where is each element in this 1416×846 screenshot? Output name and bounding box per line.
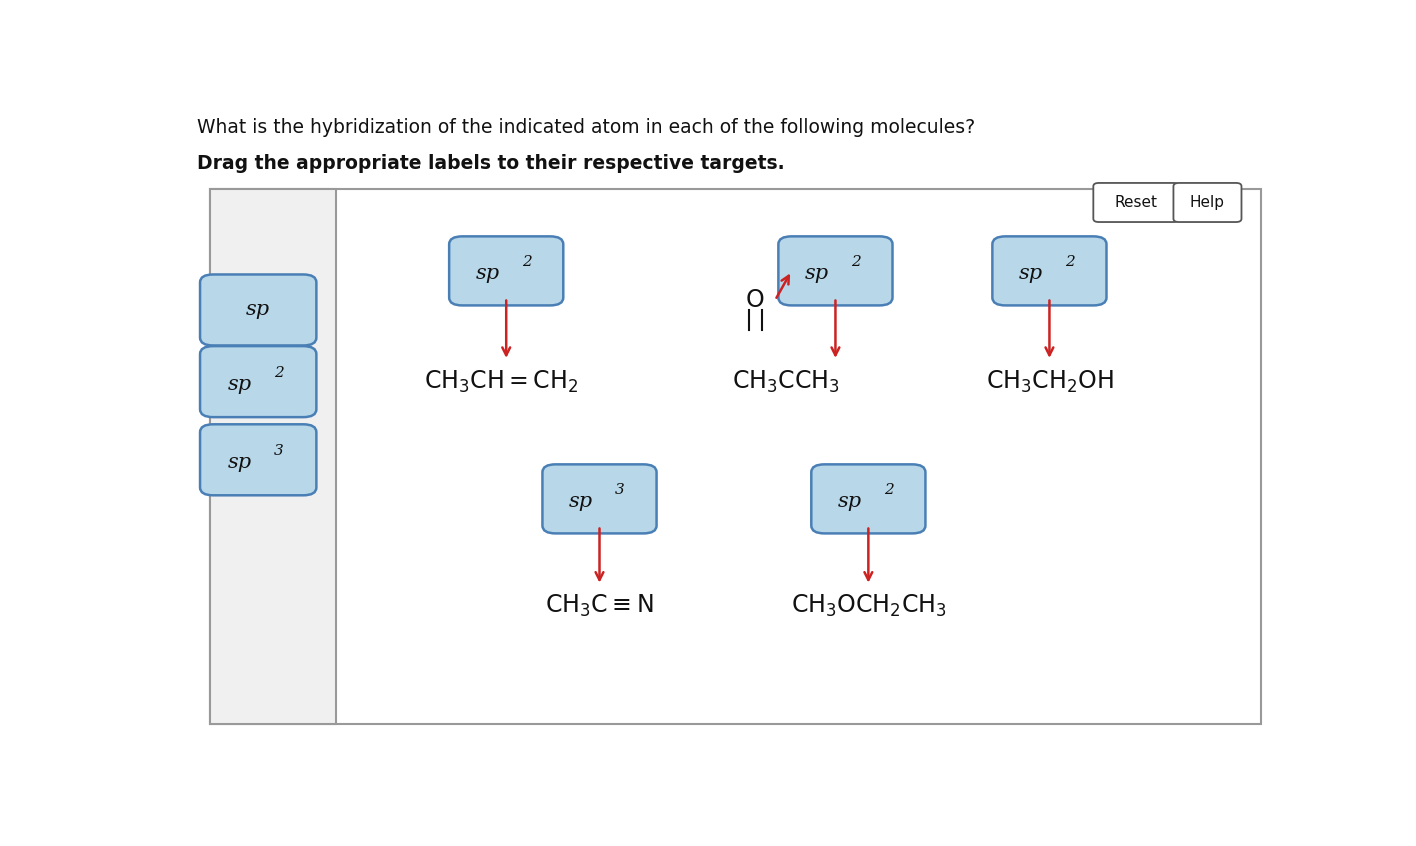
Text: 2: 2: [1065, 255, 1075, 269]
Text: 2: 2: [884, 483, 893, 497]
FancyBboxPatch shape: [210, 190, 336, 723]
Text: CH$_3$CH$=$CH$_2$: CH$_3$CH$=$CH$_2$: [423, 369, 578, 395]
FancyBboxPatch shape: [542, 464, 657, 534]
FancyBboxPatch shape: [210, 190, 1262, 723]
FancyBboxPatch shape: [200, 274, 316, 345]
FancyBboxPatch shape: [200, 346, 316, 417]
FancyBboxPatch shape: [811, 464, 926, 534]
Text: sp: sp: [228, 453, 252, 472]
FancyBboxPatch shape: [200, 425, 316, 495]
Text: What is the hybridization of the indicated atom in each of the following molecul: What is the hybridization of the indicat…: [197, 118, 974, 137]
Text: sp: sp: [1018, 264, 1042, 283]
Text: sp: sp: [569, 492, 593, 511]
Text: sp: sp: [228, 375, 252, 393]
Text: sp: sp: [476, 264, 500, 283]
Text: 2: 2: [851, 255, 861, 269]
Text: Reset: Reset: [1114, 195, 1158, 210]
Text: sp: sp: [838, 492, 862, 511]
Text: CH$_3$C$\equiv$N: CH$_3$C$\equiv$N: [545, 593, 654, 619]
Text: Drag the appropriate labels to their respective targets.: Drag the appropriate labels to their res…: [197, 154, 784, 173]
FancyBboxPatch shape: [1093, 183, 1180, 222]
Text: 3: 3: [615, 483, 624, 497]
Text: CH$_3$CH$_2$OH: CH$_3$CH$_2$OH: [986, 369, 1113, 395]
Text: sp: sp: [804, 264, 828, 283]
FancyBboxPatch shape: [449, 236, 564, 305]
Text: 2: 2: [273, 365, 283, 380]
FancyBboxPatch shape: [993, 236, 1106, 305]
Text: CH$_3$CCH$_3$: CH$_3$CCH$_3$: [732, 369, 840, 395]
Text: O: O: [746, 288, 765, 312]
Text: 3: 3: [273, 443, 283, 458]
FancyBboxPatch shape: [1174, 183, 1242, 222]
Text: Help: Help: [1189, 195, 1225, 210]
FancyBboxPatch shape: [779, 236, 892, 305]
Text: CH$_3$OCH$_2$CH$_3$: CH$_3$OCH$_2$CH$_3$: [790, 593, 946, 619]
Text: 2: 2: [521, 255, 531, 269]
Text: sp: sp: [246, 300, 270, 320]
